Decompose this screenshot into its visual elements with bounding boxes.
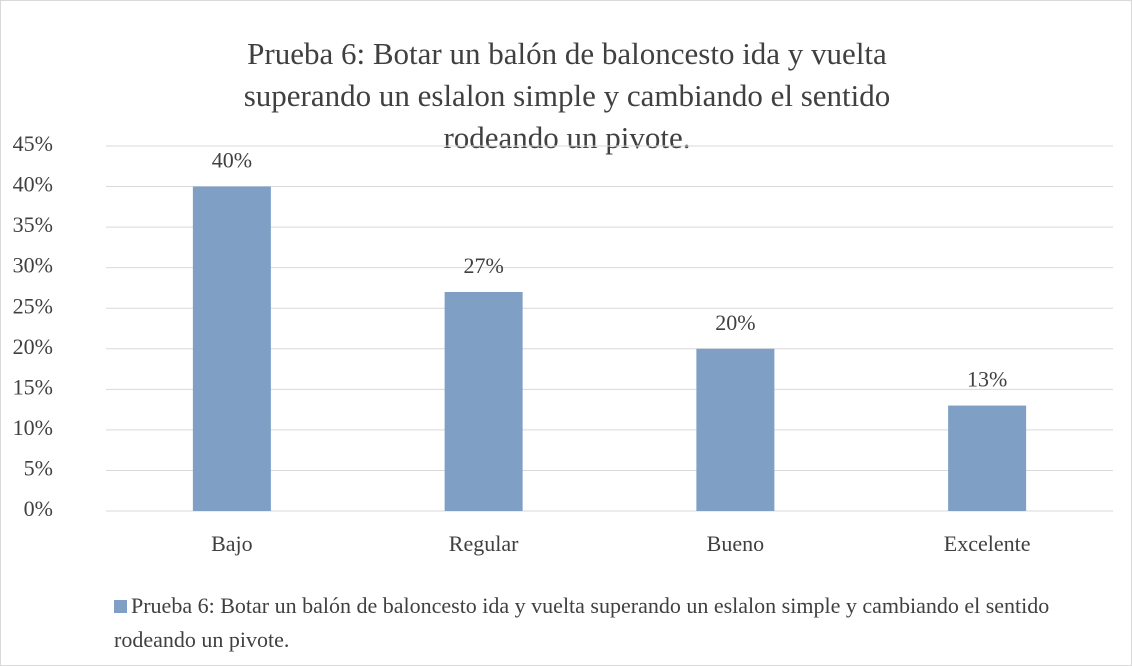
y-tick-label: 15%	[13, 374, 53, 399]
bar	[948, 405, 1027, 511]
y-tick-label: 40%	[13, 172, 53, 197]
chart-title: Prueba 6: Botar un balón de baloncesto i…	[243, 36, 891, 155]
legend-swatch	[114, 600, 127, 613]
data-label: 13%	[967, 367, 1007, 392]
y-tick-label: 5%	[24, 455, 53, 480]
bar	[696, 348, 775, 511]
y-tick-label: 20%	[13, 334, 53, 359]
y-tick-label: 45%	[13, 131, 53, 156]
bar	[444, 292, 523, 511]
y-tick-label: 35%	[13, 212, 53, 237]
bar	[192, 186, 271, 512]
legend: Prueba 6: Botar un balón de baloncesto i…	[114, 589, 1074, 657]
y-tick-label: 30%	[13, 253, 53, 278]
x-tick-label: Bajo	[211, 531, 253, 556]
x-tick-label: Regular	[449, 531, 519, 556]
data-label: 20%	[715, 310, 755, 335]
y-tick-label: 25%	[13, 293, 53, 318]
y-tick-label: 0%	[24, 496, 53, 521]
data-label: 27%	[463, 253, 503, 278]
data-label: 40%	[212, 148, 252, 173]
y-tick-label: 10%	[13, 415, 53, 440]
legend-label: Prueba 6: Botar un balón de baloncesto i…	[114, 593, 1050, 652]
x-tick-label: Bueno	[707, 531, 764, 556]
x-tick-label: Excelente	[944, 531, 1031, 556]
